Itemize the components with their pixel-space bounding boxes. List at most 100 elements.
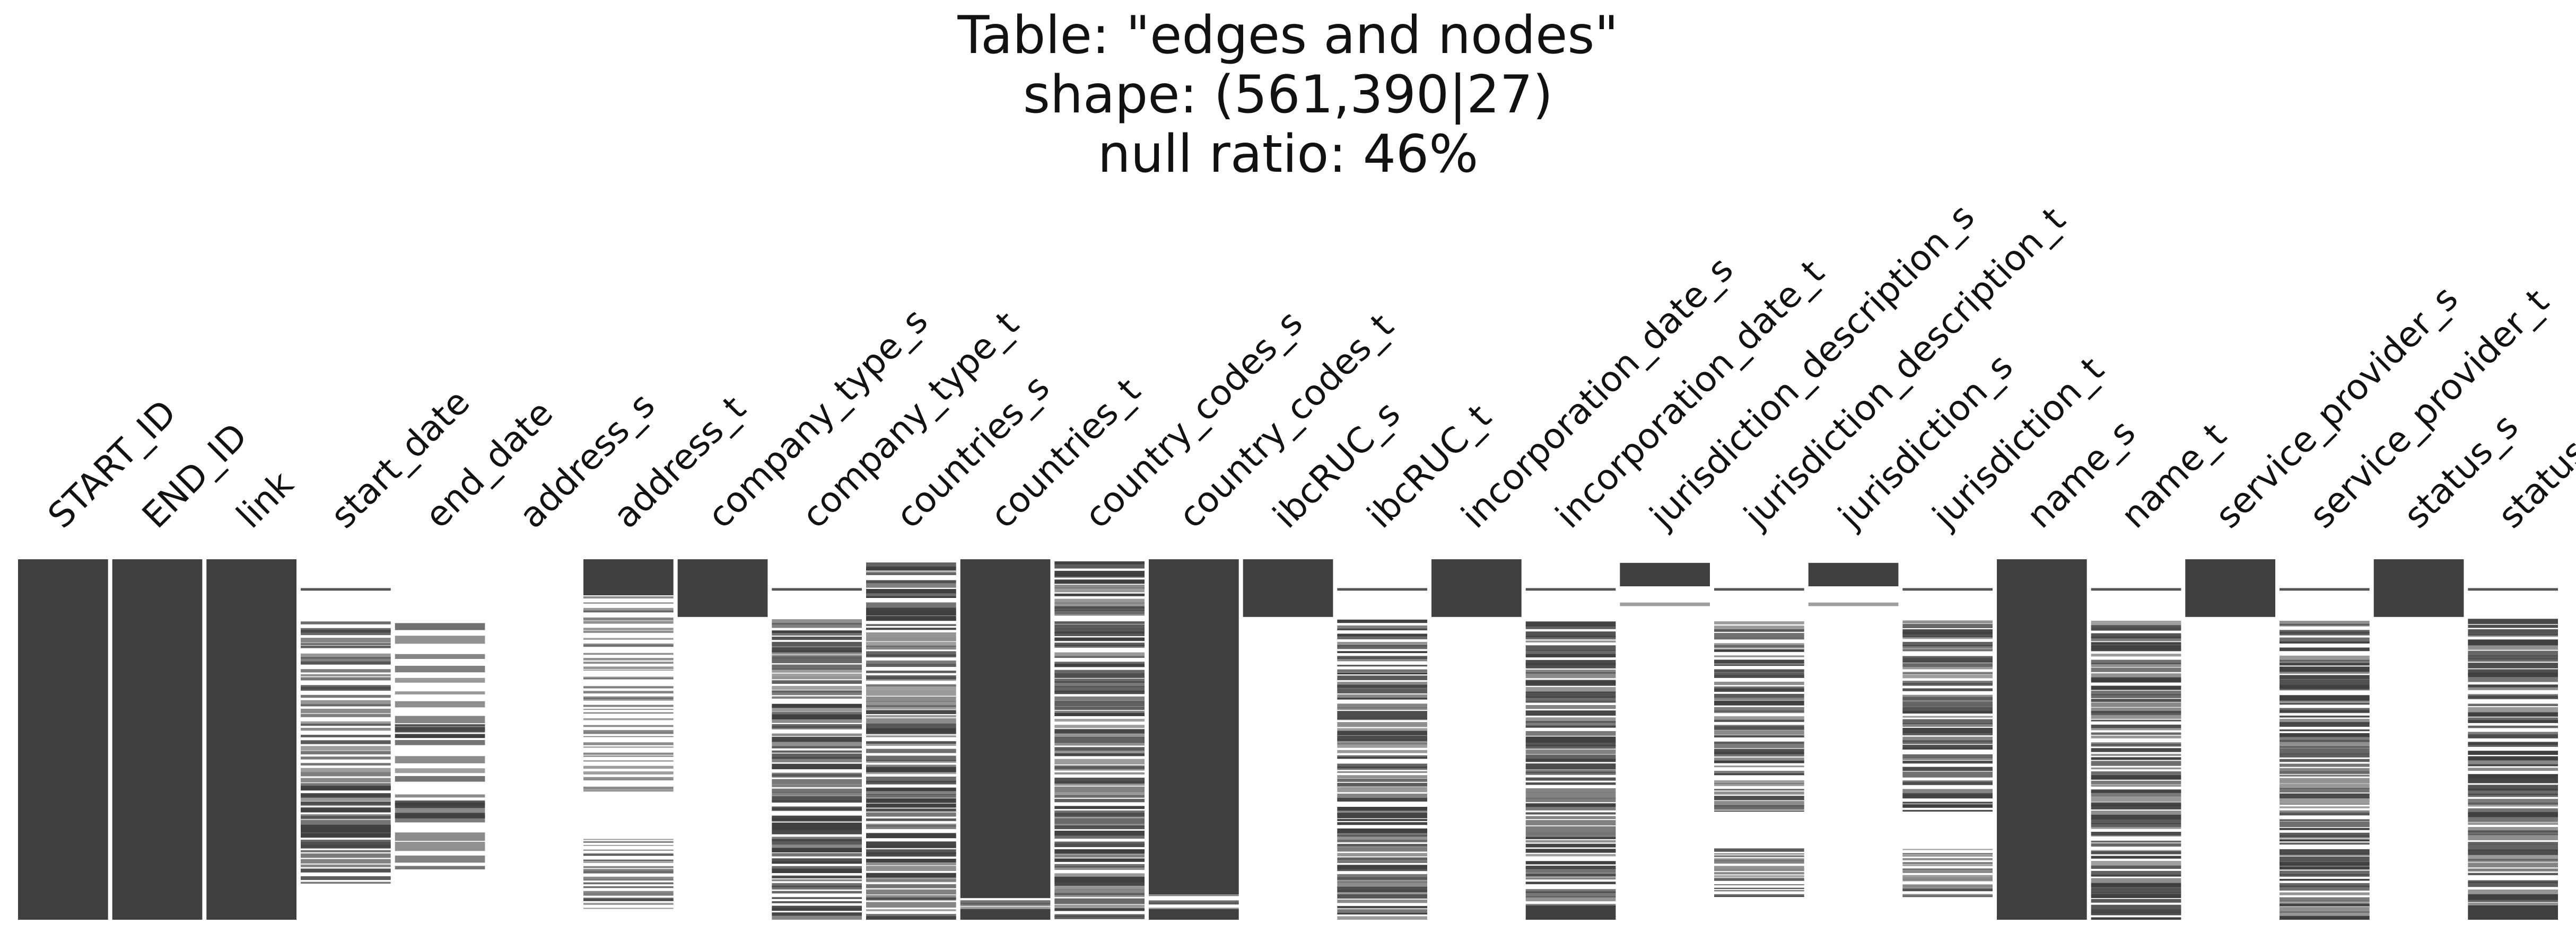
matrix-cell-end-date-line <box>395 701 485 708</box>
matrix-cell-ibcruc-t-line <box>1337 698 1427 700</box>
matrix-cell-company-type-t-line <box>772 692 862 696</box>
matrix-cell-service-provider-t-line <box>2280 659 2370 664</box>
matrix-cell-ibcruc-t-line <box>1337 766 1427 770</box>
matrix-cell-service-provider-t-line <box>2280 740 2370 746</box>
matrix-cell-address-t-line <box>583 879 674 881</box>
matrix-cell-incorporation-date-t-line <box>1525 691 1616 698</box>
matrix-cell-company-type-t-line <box>772 657 862 664</box>
matrix-cell-company-type-t-line <box>772 726 862 729</box>
matrix-cell-country-codes-s-line <box>1054 561 1145 565</box>
matrix-cell-jurisdiction-s-block-0 <box>1808 562 1899 586</box>
matrix-cell-start-date-line <box>301 630 391 636</box>
matrix-cell-company-type-t-line <box>772 753 862 759</box>
matrix-cell-ibcruc-t-line <box>1337 656 1427 659</box>
matrix-cell-service-provider-t-line <box>2280 788 2370 793</box>
matrix-cell-start-date-line <box>301 687 391 691</box>
matrix-cell-company-type-t-line <box>772 757 862 763</box>
matrix-cell-status-t-line <box>2468 849 2558 855</box>
matrix-cell-jurisdiction-t-line <box>1902 809 1993 812</box>
matrix-cell-service-provider-t-line <box>2280 916 2370 920</box>
matrix-cell-jurisdiction-t-line <box>1902 667 1993 670</box>
matrix-cell-jurisdiction-t-line <box>1902 754 1993 758</box>
matrix-cell-jurisdiction-description-t-line <box>1714 879 1804 881</box>
matrix-cell-ibcruc-t-line <box>1337 682 1427 688</box>
matrix-cell-company-type-t-line <box>772 785 862 787</box>
matrix-cell-status-t-line <box>2468 882 2558 887</box>
matrix-cell-status-t-line <box>2468 644 2558 650</box>
matrix-cell-ibcruc-t-line <box>1337 675 1427 681</box>
matrix-cell-ibcruc-t-line <box>1337 633 1427 637</box>
matrix-cell-start-date-line <box>301 768 391 772</box>
matrix-cell-jurisdiction-description-t-line <box>1714 633 1804 638</box>
matrix-cell-country-codes-s-line <box>1054 656 1145 658</box>
matrix-cell-jurisdiction-description-t-line <box>1714 796 1804 800</box>
matrix-cell-name-t-line <box>2091 774 2181 780</box>
matrix-cell-address-t-line <box>583 839 674 840</box>
matrix-cell-address-t-line <box>583 861 674 863</box>
matrix-cell-address-t-line <box>583 779 674 781</box>
matrix-cell-name-t-line <box>2091 735 2181 738</box>
matrix-cell-company-type-t-line <box>772 630 862 633</box>
matrix-cell-country-codes-s-line <box>1054 710 1145 714</box>
matrix-cell-incorporation-date-t-line <box>1525 710 1616 716</box>
matrix-cell-start-date-line <box>301 793 391 797</box>
matrix-cell-country-codes-s-line <box>1054 729 1145 734</box>
matrix-cell-address-t-line <box>583 777 674 780</box>
matrix-cell-countries-t-line <box>960 900 1051 903</box>
matrix-cell-end-date-line <box>395 841 485 851</box>
matrix-cell-service-provider-t-line <box>2280 803 2370 805</box>
matrix-cell-incorporation-date-t-line <box>1525 636 1616 640</box>
matrix-cell-jurisdiction-t-line <box>1902 767 1993 771</box>
matrix-cell-name-t-line <box>2091 892 2181 895</box>
matrix-cell-incorporation-date-t-line <box>1525 645 1616 651</box>
matrix-cell-incorporation-date-t-line <box>1525 792 1616 798</box>
matrix-cell-countries-s-line <box>866 573 956 575</box>
matrix-cell-ibcruc-t-line <box>1337 750 1427 753</box>
matrix-cell-address-t-line <box>583 696 674 699</box>
matrix-cell-name-t-line <box>2091 715 2181 719</box>
matrix-cell-address-t-line <box>583 771 674 774</box>
matrix-cell-service-provider-t-line <box>2280 842 2370 845</box>
matrix-cell-ibcruc-t-line <box>1337 857 1427 861</box>
matrix-cell-start-date-line <box>301 802 391 806</box>
matrix-cell-name-t-line <box>2091 694 2181 698</box>
matrix-cell-address-t-line <box>583 645 674 647</box>
matrix-cell-company-type-t-line <box>772 650 862 655</box>
matrix-cell-status-t-line <box>2468 768 2558 771</box>
matrix-cell-incorporation-date-t-line <box>1525 717 1616 723</box>
matrix-cell-name-t-line <box>2091 911 2181 913</box>
matrix-cell-incorporation-date-t-line <box>1525 736 1616 743</box>
matrix-cell-status-t-line <box>2468 880 2558 883</box>
matrix-cell-service-provider-t-line <box>2280 679 2370 685</box>
matrix-cell-address-t-line <box>583 691 674 694</box>
matrix-cell-incorporation-date-t-line <box>1525 621 1616 627</box>
matrix-cell-incorporation-date-t-line <box>1525 763 1616 770</box>
matrix-cell-jurisdiction-description-t-line <box>1714 875 1804 877</box>
matrix-cell-jurisdiction-t-line <box>1902 894 1993 897</box>
matrix-cell-country-codes-s-line <box>1054 893 1145 897</box>
matrix-cell-countries-s-line <box>866 697 956 702</box>
matrix-cell-countries-s-line <box>866 583 956 588</box>
matrix-cell-ibcruc-t-line <box>1337 794 1427 799</box>
matrix-cell-start-date-line <box>301 882 391 884</box>
matrix-cell-service-provider-t-line <box>2280 719 2370 725</box>
matrix-cell-address-t-line <box>583 686 674 689</box>
matrix-cell-address-t-line <box>583 849 674 851</box>
matrix-cell-service-provider-t-line <box>2280 883 2370 887</box>
matrix-cell-incorporation-date-t-line <box>1525 741 1616 746</box>
matrix-cell-country-codes-s-line <box>1054 712 1145 716</box>
matrix-cell-country-codes-s-line <box>1054 818 1145 824</box>
matrix-cell-countries-s-line <box>866 772 956 774</box>
matrix-cell-end-date-line <box>395 716 485 724</box>
matrix-cell-service-provider-t-line <box>2280 715 2370 718</box>
matrix-cell-name-t-line <box>2091 702 2181 707</box>
matrix-cell-country-codes-s-line <box>1054 916 1145 918</box>
matrix-cell-ibcruc-t-line <box>1337 882 1427 887</box>
matrix-cell-ibcruc-t-line <box>1337 782 1427 787</box>
matrix-cell-jurisdiction-t-line <box>1902 862 1993 865</box>
matrix-cell-jurisdiction-t-line <box>1902 855 1993 857</box>
matrix-cell-country-codes-s-line <box>1054 823 1145 827</box>
matrix-cell-name-t-line <box>2091 834 2181 837</box>
matrix-cell-status-t-line <box>2468 756 2558 761</box>
matrix-cell-jurisdiction-t-line <box>1902 875 1993 878</box>
